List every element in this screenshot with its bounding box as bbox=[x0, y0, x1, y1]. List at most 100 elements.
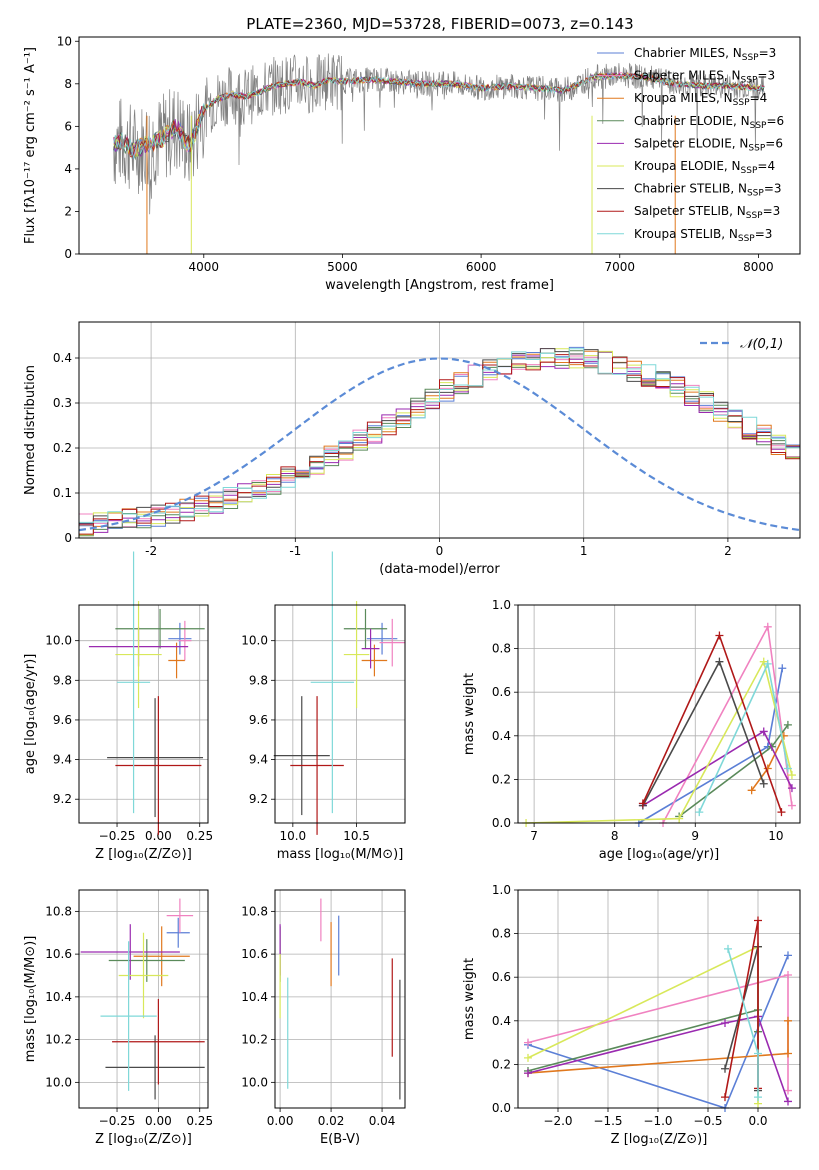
legend-label-value: =3 bbox=[763, 204, 781, 218]
weight-point-marker bbox=[747, 786, 756, 795]
weight-point-marker bbox=[754, 1049, 762, 1058]
y-tick-label: 10.0 bbox=[45, 1075, 72, 1089]
residuals-panel: -2 -1 0 1 2 0 0.1 0.2 0.3 0.4 (data-model)/error No… bbox=[23, 321, 801, 577]
y-tick-label: 9.4 bbox=[249, 753, 268, 767]
weight-point-marker bbox=[721, 1093, 729, 1102]
legend-label-main: Salpeter STELIB, N bbox=[634, 204, 746, 218]
x-tick-label: −0.25 bbox=[99, 1114, 136, 1128]
x-axis-label: mass [log₁₀(M/M⊙)] bbox=[277, 847, 404, 862]
y-tick-label: 10.6 bbox=[45, 947, 72, 961]
legend-label-sub: SSP bbox=[741, 166, 758, 176]
legend-label: 𝒩(0,1) bbox=[740, 337, 783, 352]
axes-frame bbox=[517, 889, 801, 1109]
weight-point-marker bbox=[721, 1064, 729, 1073]
y-tick-label: 0 bbox=[64, 247, 72, 261]
mass-vs-metallicity-panel: −0.25 0.00 0.25 10.0 10.2 10.4 10.6 10.8 Z [log₁… bbox=[23, 889, 213, 1147]
weight-point-marker bbox=[759, 657, 768, 666]
weight-point-marker bbox=[783, 764, 792, 773]
x-tick-label: 0.00 bbox=[145, 1114, 172, 1128]
x-tick-label: 8000 bbox=[743, 260, 774, 274]
legend-label-value: =6 bbox=[765, 136, 783, 150]
x-tick-label: 7000 bbox=[604, 260, 635, 274]
y-tick-label: 0 bbox=[64, 531, 72, 545]
y-tick-label: 9.8 bbox=[249, 673, 268, 687]
weight-series-line bbox=[724, 920, 759, 1098]
y-tick-label: 10.2 bbox=[45, 1033, 72, 1047]
weight-point-marker bbox=[721, 1018, 729, 1027]
y-tick-label: 8 bbox=[64, 77, 72, 91]
weight-point-marker bbox=[524, 1069, 532, 1078]
y-axis-label: mass weight bbox=[462, 958, 477, 1040]
legend-label: Kroupa MILES, NSSP=4 bbox=[634, 91, 767, 108]
x-axis-label: Z [log₁₀(Z/Z⊙)] bbox=[611, 1132, 708, 1147]
weight-point-marker bbox=[787, 784, 796, 793]
weight-point-marker bbox=[784, 1016, 792, 1025]
weight-point-marker bbox=[715, 631, 724, 640]
x-tick-label: −0.25 bbox=[99, 829, 136, 843]
y-tick-label: 2 bbox=[64, 204, 72, 218]
y-axis-label: mass weight bbox=[462, 673, 477, 755]
x-tick-label: 1 bbox=[580, 544, 588, 558]
x-tick-label: 5000 bbox=[327, 260, 358, 274]
x-tick-label: 0.04 bbox=[369, 1114, 396, 1128]
y-tick-label: 0.0 bbox=[492, 1101, 511, 1115]
weight-point-marker bbox=[783, 720, 792, 729]
x-tick-label: −1.5 bbox=[593, 1114, 622, 1128]
weight-point-marker bbox=[695, 808, 704, 817]
y-tick-label: 9.8 bbox=[53, 673, 72, 687]
legend-label: Salpeter STELIB, NSSP=3 bbox=[634, 204, 780, 221]
legend-label-main: Salpeter ELODIE, N bbox=[634, 136, 748, 150]
x-tick-label: 0.25 bbox=[186, 1114, 213, 1128]
x-tick-label: 0.0 bbox=[748, 1114, 767, 1128]
weight-point-marker bbox=[763, 659, 772, 668]
y-tick-label: 0.1 bbox=[53, 486, 72, 500]
legend-label-sub: SSP bbox=[746, 211, 763, 221]
x-tick-label: 9 bbox=[691, 829, 699, 843]
residual-histogram bbox=[79, 350, 800, 537]
legend-label-main: Chabrier ELODIE, N bbox=[634, 114, 750, 128]
x-axis-label: (data-model)/error bbox=[379, 562, 500, 577]
weight-series-line bbox=[527, 1015, 789, 1102]
weight-series-line bbox=[527, 945, 759, 1104]
y-tick-label: 10.0 bbox=[45, 634, 72, 648]
x-tick-label: 2 bbox=[724, 544, 732, 558]
y-tick-label: 0.2 bbox=[53, 441, 72, 455]
x-tick-label: −2.0 bbox=[543, 1114, 572, 1128]
weight-series-line bbox=[638, 668, 784, 824]
x-tick-label: 0.00 bbox=[145, 829, 172, 843]
figure-title: PLATE=2360, MJD=53728, FIBERID=0073, z=0… bbox=[246, 15, 633, 33]
y-axis-label: mass [log₁₀(M/M⊙)] bbox=[23, 936, 38, 1063]
y-tick-label: 4 bbox=[64, 162, 72, 176]
x-axis-label: wavelength [Angstrom, rest frame] bbox=[325, 278, 554, 293]
weight-point-marker bbox=[759, 779, 768, 788]
x-tick-label: -1 bbox=[289, 544, 301, 558]
legend-label-value: =3 bbox=[757, 69, 775, 83]
y-tick-label: 10.0 bbox=[241, 634, 268, 648]
y-axis-label: age [log₁₀(age/yr)] bbox=[23, 654, 38, 775]
y-tick-label: 6 bbox=[64, 119, 72, 133]
x-tick-label: 0.25 bbox=[186, 829, 213, 843]
weight-point-marker bbox=[784, 1049, 792, 1058]
y-tick-label: 0.4 bbox=[53, 351, 72, 365]
legend-label-sub: SSP bbox=[733, 98, 750, 108]
axes-frame bbox=[517, 604, 801, 824]
axes-frame bbox=[274, 889, 406, 1109]
y-tick-label: 9.2 bbox=[53, 792, 72, 806]
y-tick-label: 10.4 bbox=[241, 990, 268, 1004]
y-tick-label: 10.4 bbox=[45, 990, 72, 1004]
axes-frame bbox=[78, 36, 801, 255]
x-tick-label: 6000 bbox=[466, 260, 497, 274]
histogram-group bbox=[79, 346, 800, 537]
weight-vs-age-panel: 7 8 9 10 0.0 0.2 0.4 0.6 0.8 1.0 age [log₁₀(age/yr… bbox=[462, 598, 801, 862]
legend-label-sub: SSP bbox=[738, 234, 755, 244]
legend-label-value: =3 bbox=[764, 182, 782, 196]
legend-label: Chabrier MILES, NSSP=3 bbox=[634, 46, 776, 63]
y-axis-label: Normed distribution bbox=[23, 365, 38, 495]
x-tick-label: 10.5 bbox=[343, 829, 370, 843]
y-tick-label: 0.8 bbox=[492, 927, 511, 941]
y-tick-label: 0.3 bbox=[53, 396, 72, 410]
age-vs-metallicity-panel: −0.25 0.00 0.25 9.2 9.4 9.6 9.8 10.0 Z [log₁₀(Z/… bbox=[23, 551, 213, 862]
legend-label-sub: SSP bbox=[750, 121, 767, 131]
